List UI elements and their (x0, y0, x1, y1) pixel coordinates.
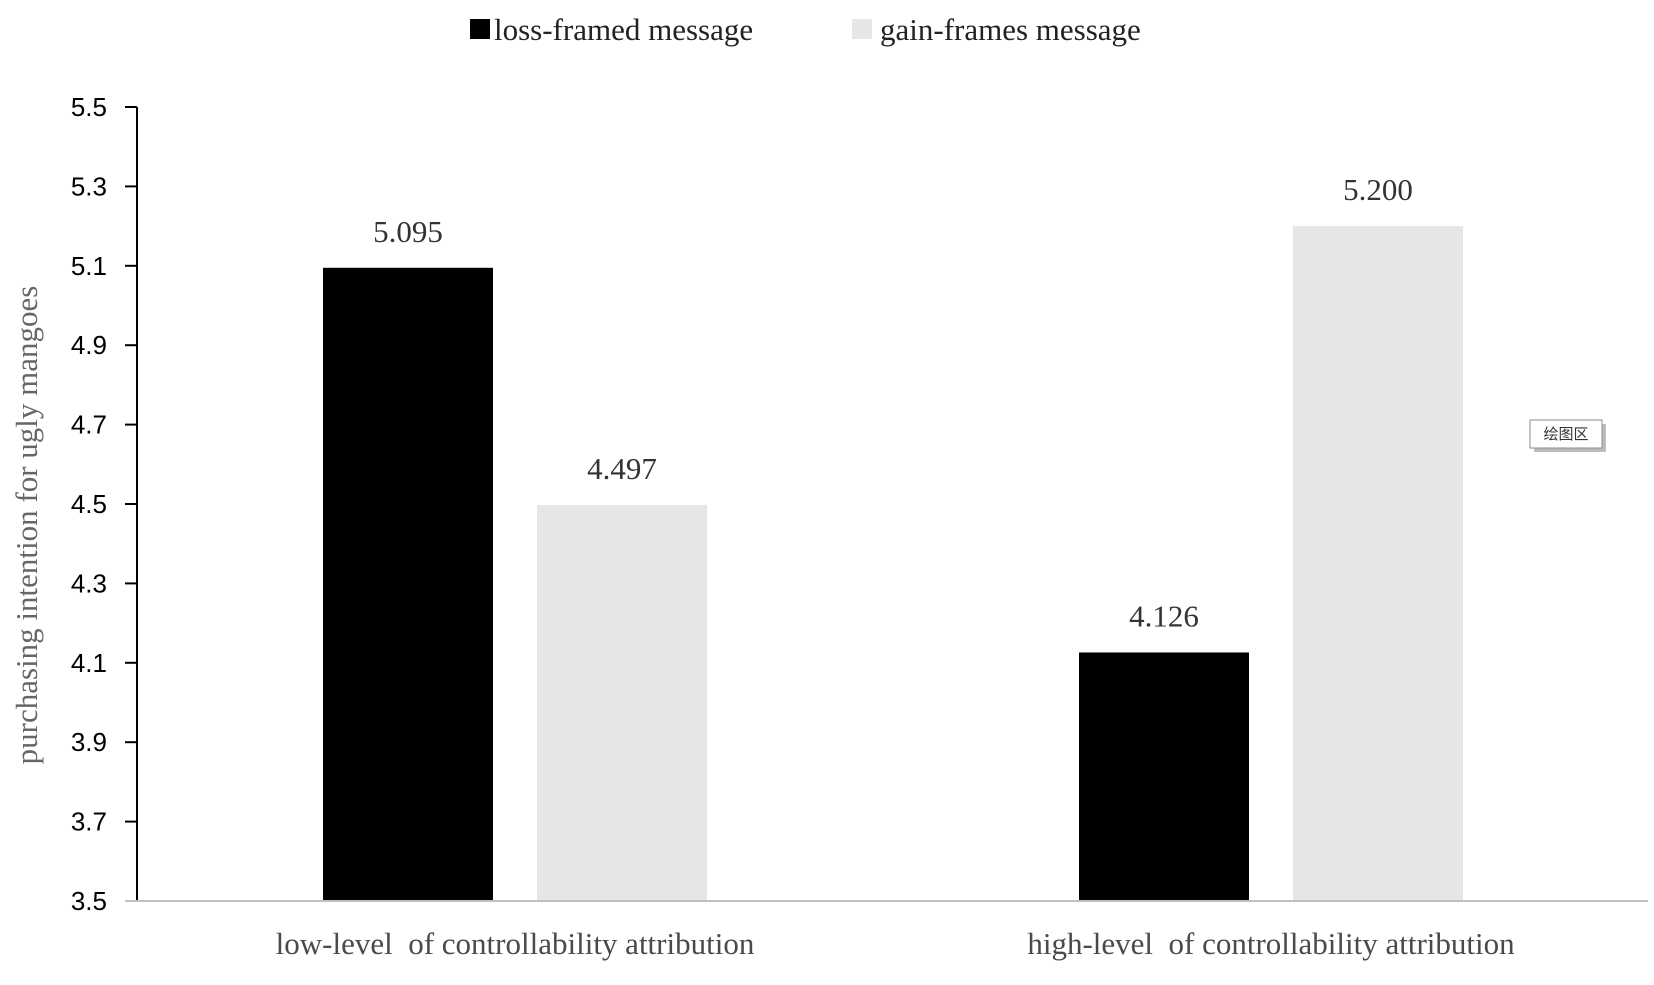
y-tick-label: 3.5 (71, 886, 107, 916)
y-tick-label: 4.7 (71, 410, 107, 440)
bar-series2-cat1 (537, 505, 707, 901)
y-tick-label: 5.3 (71, 171, 107, 201)
y-tick-label: 4.5 (71, 489, 107, 519)
bar-series1-cat1 (323, 267, 493, 901)
legend-swatch-1 (470, 19, 490, 39)
x-category-label: low-level of controllability attribution (276, 926, 755, 961)
legend: loss-framed message gain-frames message (470, 12, 1141, 47)
bar-series2-cat2 (1293, 226, 1463, 902)
legend-swatch-2 (852, 19, 872, 39)
legend-label-2: gain-frames message (880, 12, 1141, 47)
y-axis-title: purchasing intention for ugly mangoes (9, 286, 44, 765)
data-label-series1-cat2: 4.126 (1129, 598, 1199, 633)
y-tick-label: 4.1 (71, 648, 107, 678)
x-axis: low-level of controllability attribution… (125, 900, 1648, 961)
y-tick-label: 3.7 (71, 807, 107, 837)
bar-series1-cat2 (1079, 652, 1249, 901)
plot-area-tag: 绘图区 (1529, 419, 1606, 452)
data-label-series2-cat2: 5.200 (1343, 172, 1413, 207)
y-tick-label: 3.9 (71, 727, 107, 757)
data-label-series1-cat1: 5.095 (373, 214, 443, 249)
y-tick-label: 4.9 (71, 330, 107, 360)
y-tick-label: 5.1 (71, 251, 107, 281)
plot-area-tag-box (1529, 419, 1603, 449)
y-axis: 3.5 3.7 3.9 4.1 4.3 4.5 4.7 4.9 5.1 5.3 5.5 purchas… (9, 92, 138, 916)
y-tick-label: 4.3 (71, 568, 107, 598)
x-category-label: high-level of controllability attributio… (1027, 926, 1515, 961)
plot-area-tag-label: 绘图区 (1543, 425, 1588, 443)
data-label-series2-cat1: 4.497 (587, 451, 657, 486)
legend-label-1: loss-framed message (494, 12, 753, 47)
bars: 5.095 4.126 4.497 5.200 (323, 172, 1463, 902)
y-tick-label: 5.5 (71, 92, 107, 122)
